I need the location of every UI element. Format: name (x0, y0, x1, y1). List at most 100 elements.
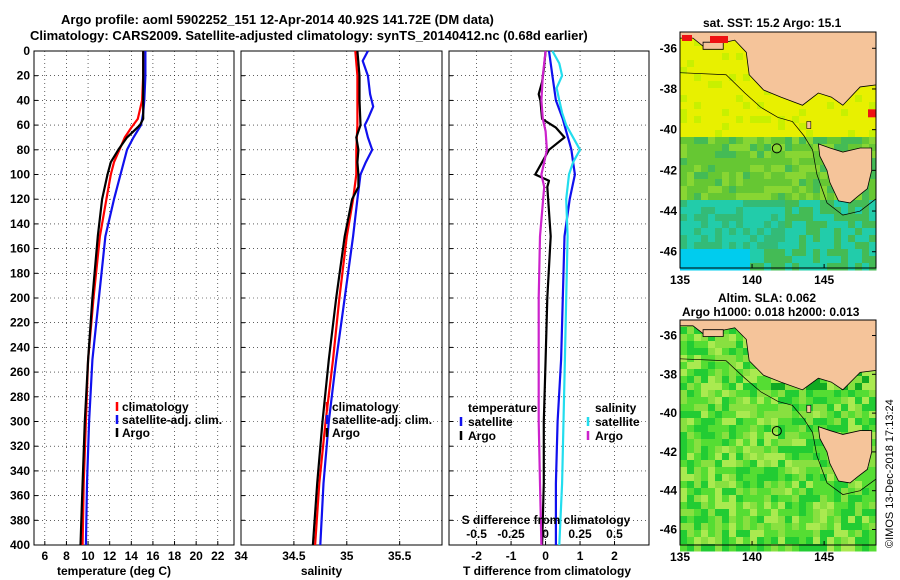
map-cell (813, 460, 821, 468)
map-cell (750, 516, 758, 524)
map-cell (708, 102, 716, 110)
map-cell (750, 200, 758, 208)
map-y-tick-label: -36 (660, 329, 678, 343)
map-cell (834, 109, 842, 117)
map-cell (834, 544, 842, 552)
map-cell (778, 193, 786, 201)
map-cell (827, 221, 835, 229)
salinity-panel: 34 34.5 35 35.5salinityclimatologysatellite… (234, 50, 443, 578)
king-island (806, 121, 812, 129)
map-cell (750, 390, 758, 398)
map-cell (848, 404, 856, 412)
map-cell (806, 102, 814, 110)
y-tick-label: 80 (17, 143, 31, 157)
map-cell (736, 530, 744, 538)
map-cell (701, 81, 709, 89)
map-cell (848, 488, 856, 496)
map-y-tick-label: -36 (660, 41, 678, 55)
map-cell (869, 481, 877, 489)
map-cell (778, 221, 786, 229)
map-cell (715, 418, 723, 426)
map-cell (722, 214, 730, 222)
map-cell (680, 88, 688, 96)
map-cell (757, 509, 765, 517)
map-cell (757, 151, 765, 159)
y-tick-label: 60 (17, 118, 31, 132)
map-cell (694, 151, 702, 159)
map-cell (806, 481, 814, 489)
map-cell (701, 383, 709, 391)
map-cell (869, 404, 877, 412)
map-cell (694, 263, 702, 271)
map-cell (799, 530, 807, 538)
map-cell (785, 404, 793, 412)
legend-label: Argo (468, 429, 496, 443)
map-cell (792, 425, 800, 433)
map-cell (715, 102, 723, 110)
map-cell (848, 530, 856, 538)
map-cell (869, 397, 877, 405)
map-cell (764, 165, 772, 173)
map-cell (715, 256, 723, 264)
map-cell (799, 179, 807, 187)
map-cell (848, 242, 856, 250)
map-cell (708, 369, 716, 377)
map-cell (680, 130, 688, 138)
map-cell (764, 228, 772, 236)
map-cell (792, 516, 800, 524)
map-cell (813, 123, 821, 131)
map-cell (820, 102, 828, 110)
map-cell (785, 383, 793, 391)
map-cell (792, 151, 800, 159)
map-cell (841, 263, 849, 271)
map-cell (792, 467, 800, 475)
map-cell (778, 425, 786, 433)
map-cell (806, 200, 814, 208)
map-cell (743, 390, 751, 398)
map-cell (715, 390, 723, 398)
map-cell (834, 200, 842, 208)
map-cell (750, 144, 758, 152)
map-cell (687, 334, 695, 342)
map-cell (715, 193, 723, 201)
map-cell (813, 109, 821, 117)
map-cell (771, 404, 779, 412)
map-cell (820, 460, 828, 468)
map-cell (848, 228, 856, 236)
map-cell (869, 488, 877, 496)
map-cell (757, 193, 765, 201)
map-cell (701, 530, 709, 538)
map-cell (729, 249, 737, 257)
map-cell (806, 502, 814, 510)
map-cell (743, 502, 751, 510)
map-cell (729, 81, 737, 89)
map-cell (785, 179, 793, 187)
map-cell (813, 144, 821, 152)
map-cell (743, 186, 751, 194)
map-cell (701, 460, 709, 468)
map-y-tick-label: -40 (660, 123, 678, 137)
map-cell (778, 95, 786, 103)
map-cell (722, 467, 730, 475)
map-cell (799, 109, 807, 117)
map-cell (750, 207, 758, 215)
map-cell (778, 453, 786, 461)
map-cell (813, 418, 821, 426)
map-cell (736, 474, 744, 482)
map-cell (722, 341, 730, 349)
map-cell (869, 509, 877, 517)
map-cell (757, 137, 765, 145)
map-cell (827, 207, 835, 215)
map-cell (743, 425, 751, 433)
map-cell (813, 256, 821, 264)
map-cell (834, 263, 842, 271)
map-cell (806, 116, 814, 124)
map-cell (708, 341, 716, 349)
map-cell (708, 200, 716, 208)
map-cell (820, 397, 828, 405)
map-cell (729, 544, 737, 552)
map-cell (750, 439, 758, 447)
map-cell (680, 453, 688, 461)
map-cell (743, 523, 751, 531)
map-cell (680, 214, 688, 222)
